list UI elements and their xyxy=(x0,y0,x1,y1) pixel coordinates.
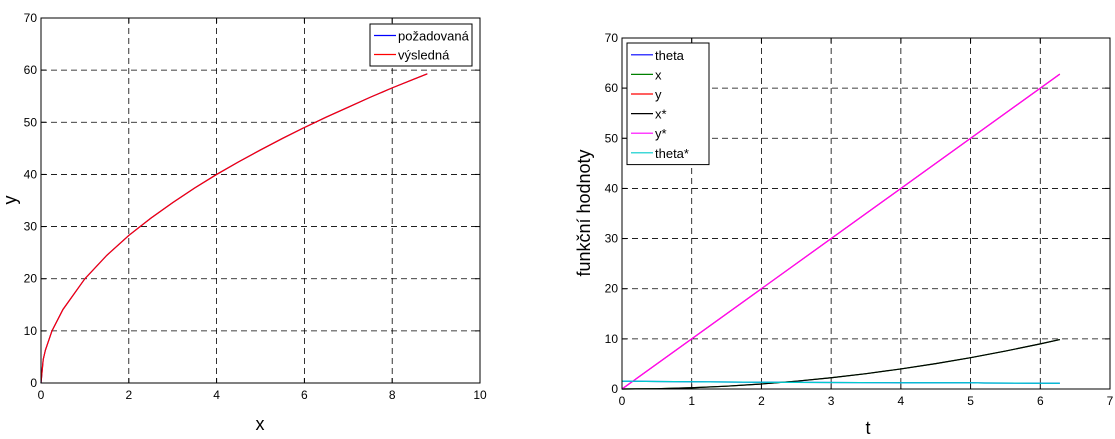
legend: požadovaná výsledná xyxy=(369,23,473,67)
legend: theta xy x* y* theta* xyxy=(626,42,710,166)
x-tick-label: 6 xyxy=(301,388,308,402)
y-tick-label: 20 xyxy=(24,272,38,286)
legend-entry-label: theta xyxy=(655,48,685,63)
x-tick-label: 2 xyxy=(758,394,765,408)
y-tick-label: 60 xyxy=(24,63,38,77)
legend-box xyxy=(369,23,473,67)
x-tick-label: 0 xyxy=(619,394,626,408)
legend-entry-label: x* xyxy=(655,107,667,122)
legend-box xyxy=(626,42,710,166)
series-line-5 xyxy=(621,73,1061,390)
series-line-6 xyxy=(621,380,1060,384)
y-axis-label: funkční hodnoty xyxy=(574,149,594,276)
x-tick-label: 8 xyxy=(389,388,396,402)
y-tick-label: 40 xyxy=(605,181,619,195)
legend-entry-label: y xyxy=(655,87,662,102)
y-tick-label: 10 xyxy=(24,324,38,338)
y-tick-label: 10 xyxy=(605,332,619,346)
legend-entry-label: y* xyxy=(655,126,667,141)
x-tick-label: 4 xyxy=(898,394,905,408)
y-tick-label: 40 xyxy=(24,167,38,181)
plot-area xyxy=(41,18,480,383)
y-tick-label: 70 xyxy=(605,31,619,45)
x-tick-label: 2 xyxy=(125,388,132,402)
y-tick-label: 0 xyxy=(611,382,618,396)
legend-entry-label: požadovaná xyxy=(398,29,470,44)
x-tick-label: 7 xyxy=(1107,394,1114,408)
y-tick-label: 30 xyxy=(24,220,38,234)
x-tick-label: 0 xyxy=(38,388,45,402)
x-tick-label: 3 xyxy=(828,394,835,408)
x-tick-label: 4 xyxy=(213,388,220,402)
y-tick-label: 50 xyxy=(605,131,619,145)
series-line-2 xyxy=(40,73,428,384)
x-tick-label: 5 xyxy=(967,394,974,408)
y-axis-label: y xyxy=(0,196,20,205)
legend-entry-label: x xyxy=(655,67,662,82)
chart-1: 0 2 4 6 8 10 0 10 20 30 40 50 60 70 x y požadovaná výsled… xyxy=(0,11,487,434)
series-line-4 xyxy=(621,338,1060,390)
axes-box xyxy=(621,37,1111,390)
y-tick-label: 70 xyxy=(24,11,38,25)
legend-entry-label: výsledná xyxy=(398,48,450,63)
y-tick-label: 30 xyxy=(605,232,619,246)
x-axis-label: x xyxy=(256,414,265,434)
x-tick-label: 6 xyxy=(1037,394,1044,408)
y-tick-label: 50 xyxy=(24,115,38,129)
x-tick-label: 10 xyxy=(473,388,487,402)
x-axis-label: t xyxy=(865,418,870,438)
x-tick-label: 1 xyxy=(688,394,695,408)
y-tick-label: 0 xyxy=(30,376,37,390)
y-tick-label: 20 xyxy=(605,282,619,296)
legend-entry-label: theta* xyxy=(655,146,689,161)
y-tick-label: 60 xyxy=(605,81,619,95)
axes-box xyxy=(40,17,481,384)
